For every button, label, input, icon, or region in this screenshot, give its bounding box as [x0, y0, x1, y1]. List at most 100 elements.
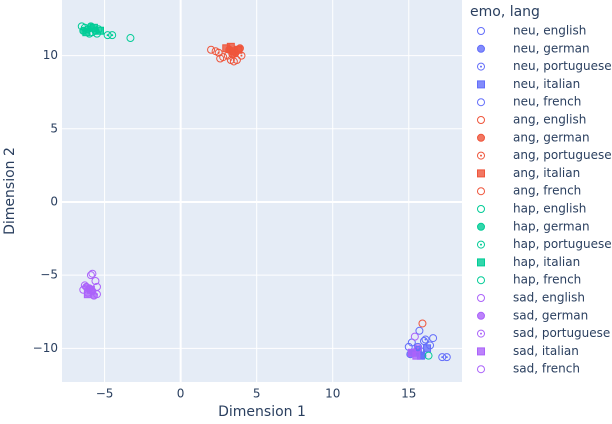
marker-dot — [95, 293, 98, 296]
legend-marker — [477, 205, 485, 213]
marker-dot — [229, 59, 232, 62]
marker-dot — [240, 54, 243, 57]
point — [234, 45, 243, 54]
legend-label: hap, italian — [513, 255, 580, 269]
point — [91, 277, 100, 286]
legend-marker — [477, 365, 485, 374]
marker-dot — [480, 154, 482, 157]
legend-marker — [477, 62, 485, 71]
point — [421, 335, 430, 344]
y-axis-title: Dimension 2 — [2, 147, 18, 235]
point — [207, 45, 216, 54]
marker-dot — [441, 356, 444, 359]
legend-label: ang, italian — [513, 166, 580, 180]
y-tick-label: 10 — [43, 48, 58, 62]
legend-label: hap, portuguese — [513, 237, 612, 251]
point — [219, 53, 228, 62]
legend-label: neu, english — [513, 24, 586, 38]
point — [92, 282, 101, 291]
marker-dot — [83, 284, 86, 287]
y-tick-label: 0 — [50, 194, 58, 208]
point — [103, 31, 112, 40]
y-tick-label: 5 — [50, 121, 58, 135]
marker-dot — [106, 34, 109, 37]
point — [410, 332, 419, 341]
legend-marker — [477, 187, 485, 196]
legend-label: ang, english — [513, 113, 586, 127]
legend-marker — [477, 258, 485, 267]
point — [92, 29, 101, 38]
legend-label: ang, german — [513, 130, 590, 144]
legend-label: sad, french — [513, 362, 580, 376]
x-tick-label: 5 — [253, 387, 261, 401]
legend-marker — [477, 44, 485, 53]
point — [77, 22, 86, 31]
plot-area — [62, 0, 462, 382]
legend-label: ang, portuguese — [513, 148, 612, 162]
legend-marker — [477, 98, 485, 107]
point — [214, 48, 223, 57]
point — [83, 290, 92, 299]
marker-dot — [217, 51, 220, 54]
point — [232, 56, 241, 65]
point — [415, 326, 424, 335]
point — [423, 344, 432, 353]
legend-title: emo, lang — [470, 4, 540, 20]
point — [88, 269, 97, 278]
marker-dot — [480, 65, 482, 68]
legend-marker — [477, 311, 485, 320]
marker-dot — [416, 347, 419, 350]
point — [126, 34, 135, 43]
legend-label: neu, french — [513, 95, 581, 109]
marker-dot — [445, 356, 448, 359]
x-tick-label: −5 — [96, 387, 114, 401]
legend-label: sad, portuguese — [513, 326, 610, 340]
legend-label: hap, german — [513, 219, 590, 233]
x-tick-label: 15 — [401, 387, 416, 401]
legend-marker — [477, 116, 485, 124]
legend-label: sad, english — [513, 291, 585, 305]
legend-marker — [477, 27, 485, 35]
legend-marker — [477, 133, 485, 142]
legend-label: ang, french — [513, 184, 581, 198]
point — [424, 351, 433, 360]
point — [412, 351, 421, 360]
legend-label: neu, italian — [513, 77, 580, 91]
marker-dot — [111, 34, 114, 37]
x-axis-title: Dimension 1 — [218, 404, 306, 420]
point — [108, 31, 117, 40]
legend-label: neu, german — [513, 41, 590, 55]
legend-marker — [477, 169, 485, 178]
point — [429, 334, 438, 343]
legend-label: neu, portuguese — [513, 59, 612, 73]
legend-marker — [477, 80, 485, 89]
y-tick-label: −10 — [33, 341, 58, 355]
legend-label: hap, french — [513, 273, 581, 287]
point — [226, 56, 235, 65]
legend-label: sad, german — [513, 308, 588, 322]
legend-label: hap, english — [513, 202, 586, 216]
legend-marker — [477, 294, 485, 302]
point — [226, 42, 235, 51]
legend-marker — [477, 276, 485, 285]
point — [82, 28, 91, 37]
marker-dot — [424, 338, 427, 341]
point — [86, 271, 95, 280]
point — [418, 319, 427, 328]
marker-dot — [480, 243, 482, 246]
marker-dot — [480, 332, 482, 335]
legend-marker — [477, 151, 485, 160]
legend-marker — [477, 347, 485, 356]
point — [80, 281, 89, 290]
x-tick-label: 10 — [325, 387, 340, 401]
legend-marker — [477, 329, 485, 338]
y-tick-label: −5 — [40, 268, 58, 282]
legend-label: sad, italian — [513, 344, 579, 358]
point — [79, 285, 88, 294]
point — [442, 353, 451, 362]
x-tick-label: 0 — [177, 387, 185, 401]
point — [438, 353, 447, 362]
legend-marker — [477, 240, 485, 249]
legend-marker — [477, 222, 485, 231]
